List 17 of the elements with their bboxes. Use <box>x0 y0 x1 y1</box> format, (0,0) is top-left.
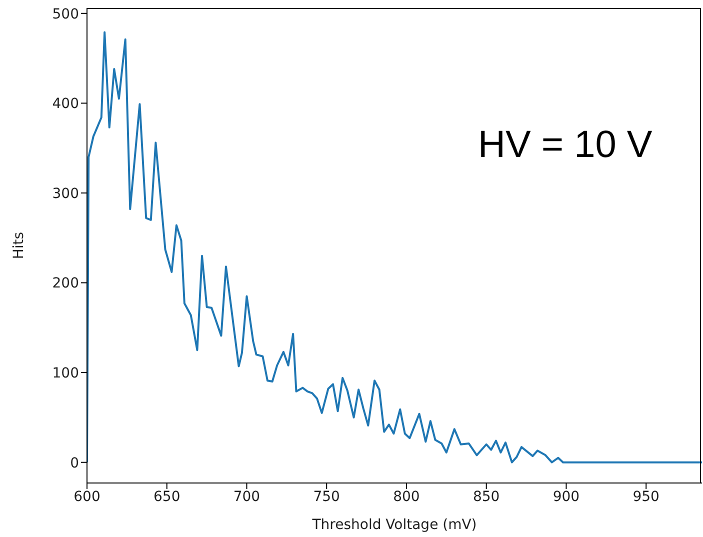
x-tick-label: 600 <box>74 488 100 505</box>
annotation: HV = 10 V <box>478 124 652 167</box>
y-tick-label: 200 <box>52 276 79 292</box>
y-tick-label: 300 <box>52 186 79 202</box>
x-tick-label: 800 <box>393 488 420 505</box>
y-axis-title: Hits <box>10 232 27 260</box>
x-axis-title: Threshold Voltage (mV) <box>311 517 477 533</box>
y-tick-label: 500 <box>52 6 79 22</box>
x-tick-label: 750 <box>313 488 340 505</box>
x-tick-label: 950 <box>632 488 660 505</box>
x-tick-label: 650 <box>154 488 180 505</box>
y-tick-label: 400 <box>52 96 79 112</box>
x-tick-label: 850 <box>472 488 500 505</box>
y-tick-label: 0 <box>70 455 79 472</box>
x-tick-label: 700 <box>233 488 260 505</box>
x-tick-label: 900 <box>552 488 580 505</box>
y-tick-label: 100 <box>52 366 79 382</box>
